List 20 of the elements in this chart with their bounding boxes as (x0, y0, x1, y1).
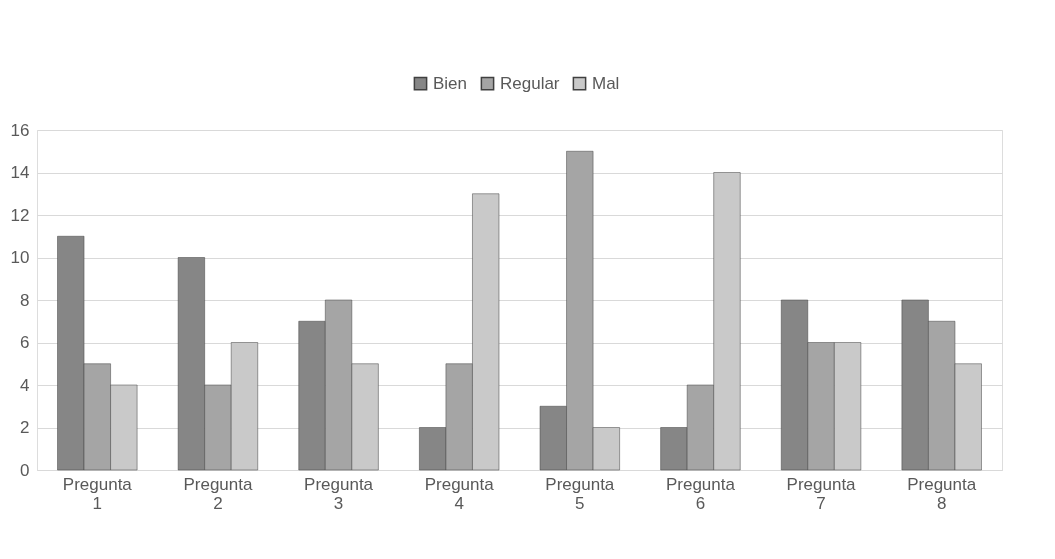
x-tick-label: Pregunta 1 (62, 474, 133, 513)
x-tick-label: Pregunta 2 (183, 474, 253, 513)
x-tick-label: Pregunta 5 (545, 474, 615, 513)
y-tick-label: 16 (10, 120, 30, 140)
x-tick-label: Pregunta 4 (424, 474, 495, 513)
legend-label: Bien (433, 73, 468, 93)
y-tick-label: 2 (20, 418, 30, 437)
y-tick-label: 14 (10, 163, 30, 182)
y-tick-label: 6 (20, 333, 30, 352)
y-tick-label: 10 (10, 248, 30, 267)
x-tick-label: Pregunta 6 (665, 474, 736, 513)
x-tick-label: Pregunta 7 (786, 474, 857, 513)
x-tick-label: Pregunta 3 (304, 474, 374, 513)
y-tick-label: 4 (20, 375, 30, 395)
legend-label: Mal (592, 73, 620, 93)
y-tick-label: 0 (20, 460, 30, 480)
x-tick-label: Pregunta 8 (907, 474, 977, 513)
legend-label: Regular (500, 73, 560, 93)
y-tick-label: 12 (10, 205, 30, 225)
y-tick-label: 8 (20, 290, 30, 310)
